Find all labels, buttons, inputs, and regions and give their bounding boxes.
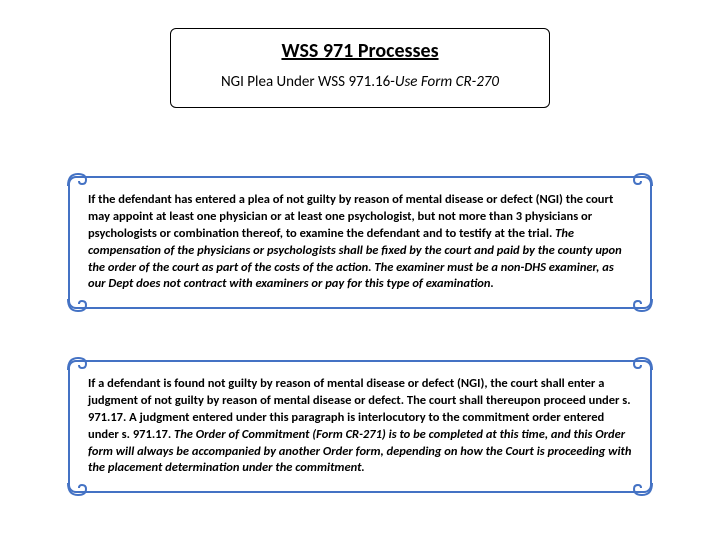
subtitle-line1: NGI Plea Under WSS 971.16- <box>221 73 395 91</box>
title-subtitle: NGI Plea Under WSS 971.16-Use Form CR-27… <box>185 73 535 93</box>
title-main: WSS 971 Processes <box>185 39 535 63</box>
scroll-paragraph-1: If the defendant has entered a plea of n… <box>68 176 652 309</box>
scroll-paragraph-2: If a defendant is found not guilty by re… <box>68 360 652 493</box>
scroll-curl-icon <box>632 354 654 372</box>
scroll-curl-icon <box>632 297 654 315</box>
scroll-curl-icon <box>66 481 88 499</box>
scroll-curl-icon <box>66 297 88 315</box>
scroll-curl-icon <box>66 354 88 372</box>
subtitle-line2: Use Form CR-270 <box>395 73 499 91</box>
paragraph-1-text: If the defendant has entered a plea of n… <box>88 192 632 293</box>
para1-part1: If the defendant has entered a plea of n… <box>88 192 613 241</box>
scroll-curl-icon <box>632 481 654 499</box>
scroll-curl-icon <box>632 170 654 188</box>
scroll-curl-icon <box>66 170 88 188</box>
title-box: WSS 971 Processes NGI Plea Under WSS 971… <box>170 28 550 108</box>
paragraph-2-text: If a defendant is found not guilty by re… <box>88 376 632 477</box>
